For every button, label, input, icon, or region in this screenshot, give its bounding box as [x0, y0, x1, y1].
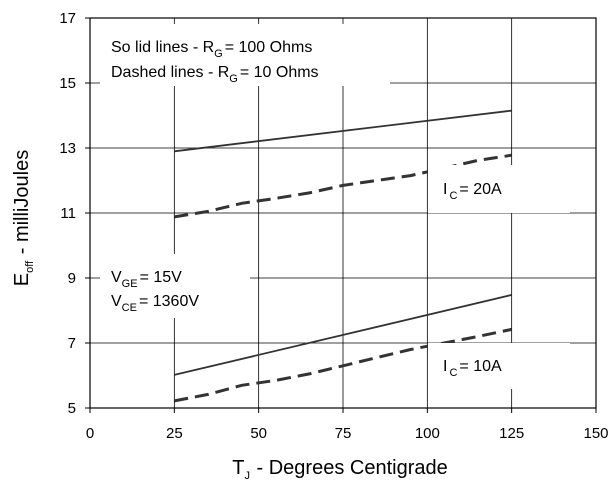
y-tick-label: 7	[68, 335, 76, 352]
series-line-dashed-ic10a	[174, 327, 513, 403]
y-tick-label: 5	[68, 400, 76, 417]
legend-box	[100, 24, 390, 86]
y-axis-title: Eoff - milliJoules	[11, 150, 36, 286]
vce-text: VCE = 1360V	[111, 293, 199, 314]
legend-dashed-text: Dashed lines - RG = 10 Ohms	[111, 64, 319, 85]
x-axis-ticks: 0 25 50 75 100 125 150	[86, 408, 609, 442]
x-tick-label: 75	[335, 425, 352, 442]
series-line-solid-ic20a	[174, 109, 512, 153]
x-tick-label: 150	[583, 425, 608, 442]
ic10-label-box	[428, 343, 570, 389]
y-axis-ticks: 5 7 9 11 13 15 17	[59, 10, 90, 417]
ic20-label-box	[428, 165, 570, 213]
x-tick-label: 0	[86, 425, 94, 442]
y-tick-label: 17	[59, 10, 76, 27]
x-tick-label: 50	[250, 425, 267, 442]
x-tick-label: 25	[166, 425, 183, 442]
y-tick-label: 9	[68, 270, 76, 287]
y-tick-label: 11	[60, 205, 76, 222]
vge-text: VGE = 15V	[111, 269, 182, 290]
y-tick-label: 13	[59, 140, 76, 157]
x-tick-label: 125	[499, 425, 524, 442]
y-tick-label: 15	[59, 75, 76, 92]
x-tick-label: 100	[415, 425, 440, 442]
ic20-label: I C = 20A	[443, 181, 502, 202]
series-line-solid-ic10a	[174, 294, 512, 376]
legend-solid-text: So lid lines - RG = 100 Ohms	[111, 39, 312, 60]
ic10-label: I C = 10A	[443, 358, 502, 379]
x-axis-title: TJ - Degrees Centigrade	[232, 457, 448, 482]
conditions-box	[100, 254, 250, 318]
